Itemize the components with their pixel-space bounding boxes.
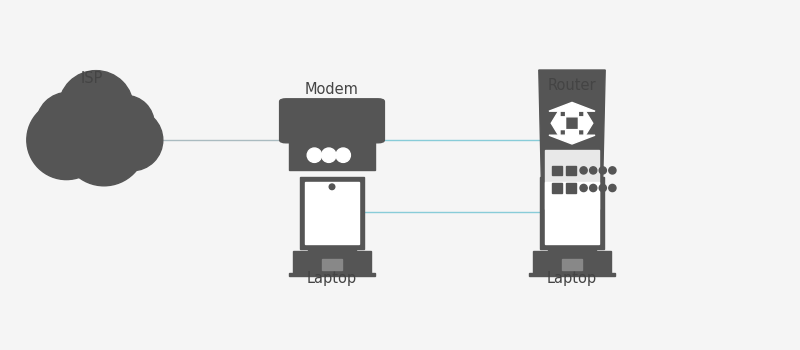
Bar [300, 177, 364, 249]
Ellipse shape [609, 184, 616, 191]
Ellipse shape [330, 184, 335, 190]
Ellipse shape [322, 148, 336, 162]
Bar [552, 166, 562, 175]
Ellipse shape [580, 167, 587, 174]
Text: Laptop: Laptop [307, 271, 357, 286]
Ellipse shape [570, 184, 574, 190]
Polygon shape [578, 109, 593, 138]
Polygon shape [549, 130, 595, 144]
Ellipse shape [62, 102, 146, 186]
Ellipse shape [580, 184, 587, 191]
Bar [540, 177, 604, 249]
Bar [322, 259, 342, 270]
Bar [289, 273, 375, 276]
Bar [546, 150, 598, 209]
Bar [545, 182, 599, 244]
Bar [552, 183, 562, 193]
Ellipse shape [599, 167, 606, 174]
Polygon shape [549, 103, 595, 117]
Bar [548, 248, 596, 251]
Bar [529, 273, 615, 276]
Ellipse shape [307, 148, 322, 162]
Bar [305, 182, 359, 244]
Bar [308, 248, 356, 251]
Bar [293, 251, 371, 275]
Ellipse shape [27, 100, 106, 180]
FancyBboxPatch shape [280, 99, 384, 143]
Text: Modem: Modem [305, 82, 359, 97]
Ellipse shape [336, 148, 350, 162]
Ellipse shape [609, 167, 616, 174]
Text: Laptop: Laptop [547, 271, 597, 286]
Bar [566, 183, 576, 193]
Text: Router: Router [548, 78, 596, 93]
Bar [562, 259, 582, 270]
Ellipse shape [36, 92, 100, 156]
Ellipse shape [97, 96, 154, 153]
Ellipse shape [590, 167, 597, 174]
Text: ISP: ISP [81, 71, 103, 86]
Polygon shape [539, 70, 605, 210]
Polygon shape [551, 109, 566, 138]
Bar [290, 140, 374, 170]
Bar [533, 251, 611, 275]
Bar [566, 166, 576, 175]
Ellipse shape [590, 184, 597, 191]
Ellipse shape [101, 109, 163, 171]
Ellipse shape [599, 184, 606, 191]
Ellipse shape [58, 71, 134, 145]
